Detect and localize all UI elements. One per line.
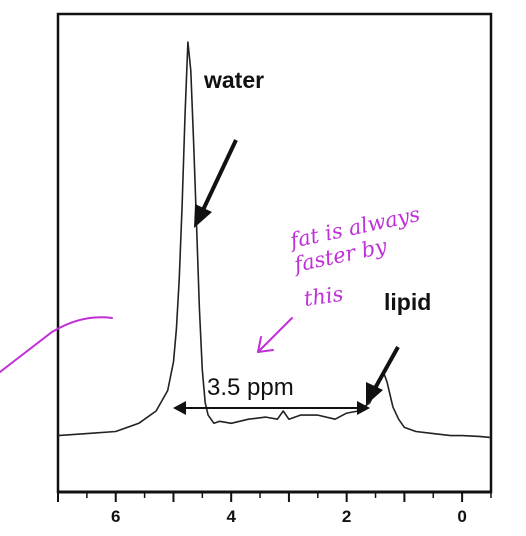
- lipid-arrow: [366, 346, 400, 405]
- x-tick-label: 2: [342, 507, 351, 526]
- separation-double-arrow: [173, 401, 370, 415]
- water-label: water: [203, 67, 264, 93]
- x-axis-ticks: [57, 492, 492, 502]
- x-tick-label: 0: [457, 507, 466, 526]
- handwritten-note: fat is always faster by this: [286, 202, 422, 311]
- handwriting-line-3: this: [302, 282, 345, 311]
- x-axis-tick-labels: 6 4 2 0: [111, 507, 467, 526]
- handwritten-arrow: [257, 317, 293, 353]
- separation-label: 3.5 ppm: [207, 374, 294, 401]
- x-tick-label: 6: [111, 507, 120, 526]
- spectrum-line: [57, 41, 492, 439]
- plot-frame: [56, 12, 493, 494]
- water-arrow: [194, 139, 238, 228]
- lipid-label: lipid: [384, 289, 431, 315]
- handwritten-stroke: [0, 316, 113, 373]
- x-tick-label: 4: [226, 507, 236, 526]
